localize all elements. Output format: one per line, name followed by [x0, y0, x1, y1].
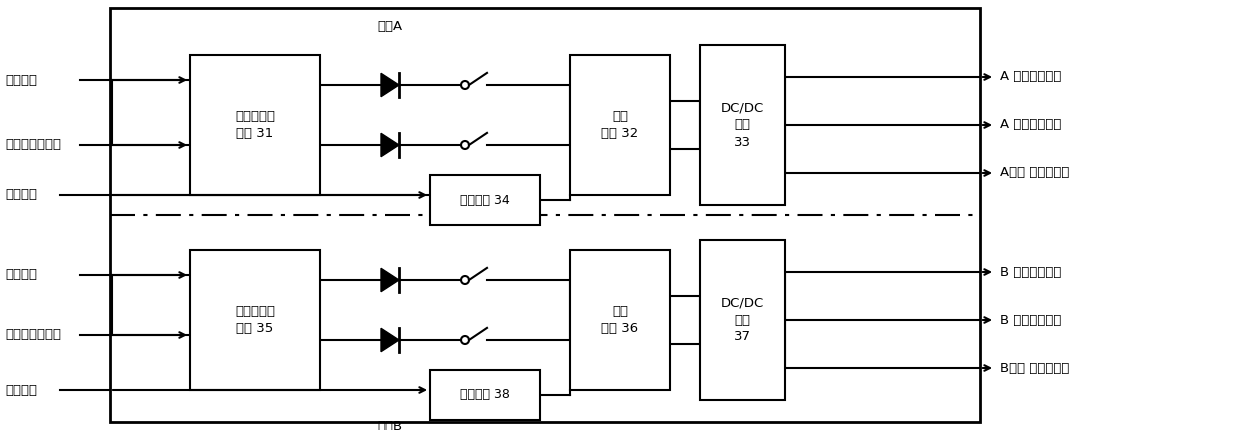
- Text: DC/DC
变换
33: DC/DC 变换 33: [720, 101, 764, 148]
- Text: 交流发电机电源: 交流发电机电源: [5, 329, 61, 341]
- Text: 交流发电机电源: 交流发电机电源: [5, 138, 61, 151]
- Bar: [430, 370, 539, 420]
- Text: 控制信号: 控制信号: [5, 384, 37, 396]
- Polygon shape: [381, 73, 399, 97]
- Polygon shape: [381, 268, 399, 292]
- Text: 飞机电源: 飞机电源: [5, 74, 37, 86]
- Text: 滤波与转换
电路 35: 滤波与转换 电路 35: [236, 305, 275, 335]
- Text: 飞机电源: 飞机电源: [5, 268, 37, 282]
- Text: B 通道数字电源: B 通道数字电源: [999, 265, 1061, 279]
- Text: A通道 开关量电源: A通道 开关量电源: [999, 166, 1069, 179]
- Text: DC/DC
变换
37: DC/DC 变换 37: [720, 297, 764, 344]
- Bar: [430, 175, 539, 225]
- Text: B 通道模拟电源: B 通道模拟电源: [999, 313, 1061, 326]
- Bar: [190, 250, 320, 390]
- Text: A 通道数字电源: A 通道数字电源: [999, 71, 1061, 83]
- Bar: [701, 240, 785, 400]
- Text: 通道B: 通道B: [377, 420, 403, 430]
- Bar: [110, 8, 980, 422]
- Text: 选择逻辑 34: 选择逻辑 34: [460, 194, 510, 206]
- Bar: [190, 55, 320, 195]
- Text: A 通道模拟电源: A 通道模拟电源: [999, 119, 1061, 132]
- Text: 滤波与转换
电路 31: 滤波与转换 电路 31: [236, 110, 275, 140]
- Bar: [701, 45, 785, 205]
- Polygon shape: [381, 328, 399, 352]
- Text: 控制信号: 控制信号: [5, 188, 37, 202]
- Text: 保护
电路 36: 保护 电路 36: [601, 305, 639, 335]
- Text: 保护
电路 32: 保护 电路 32: [601, 110, 639, 140]
- Bar: [570, 55, 670, 195]
- Text: 通道A: 通道A: [377, 20, 403, 33]
- Bar: [570, 250, 670, 390]
- Text: 选择逻辑 38: 选择逻辑 38: [460, 388, 510, 402]
- Polygon shape: [381, 133, 399, 157]
- Text: B通道 开关量电源: B通道 开关量电源: [999, 362, 1069, 375]
